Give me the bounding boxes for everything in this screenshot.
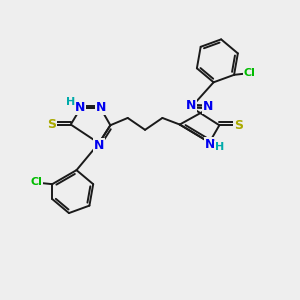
Text: N: N bbox=[203, 100, 214, 112]
Text: H: H bbox=[66, 97, 75, 107]
Text: Cl: Cl bbox=[244, 68, 256, 78]
Text: S: S bbox=[47, 118, 56, 131]
Text: N: N bbox=[205, 138, 216, 151]
Text: Cl: Cl bbox=[31, 177, 42, 187]
Text: N: N bbox=[186, 99, 196, 112]
Text: N: N bbox=[96, 100, 106, 114]
Text: N: N bbox=[94, 139, 104, 152]
Text: H: H bbox=[215, 142, 224, 152]
Text: S: S bbox=[234, 119, 243, 132]
Text: N: N bbox=[74, 100, 85, 114]
